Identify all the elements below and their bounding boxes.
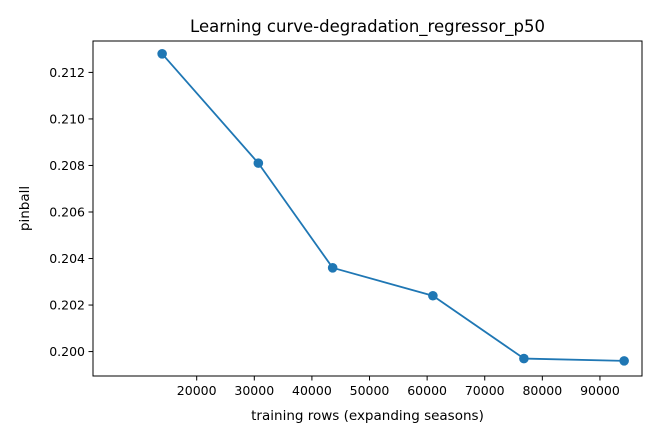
data-point — [327, 263, 338, 273]
y-tick-label: 0.206 — [49, 204, 85, 219]
data-point — [619, 356, 629, 366]
chart-title: Learning curve-degradation_regressor_p50 — [190, 17, 545, 37]
y-axis-label: pinball — [17, 186, 33, 231]
data-point — [157, 48, 167, 59]
y-tick-label: 0.212 — [49, 65, 85, 80]
x-axis-ticks: 20000 30000 40000 50000 60000 70000 80000 90000 — [177, 376, 620, 398]
data-point — [519, 353, 529, 364]
x-tick-label: 70000 — [465, 383, 505, 398]
y-tick-label: 0.210 — [49, 111, 85, 126]
y-tick-label: 0.204 — [49, 251, 85, 266]
plot-area — [93, 41, 642, 376]
data-point — [428, 290, 438, 301]
x-axis-label: training rows (expanding seasons) — [251, 408, 484, 424]
x-tick-label: 80000 — [522, 383, 562, 398]
x-tick-label: 20000 — [177, 383, 217, 398]
x-tick-label: 50000 — [350, 383, 390, 398]
plot-frame — [92, 40, 643, 377]
x-tick-label: 90000 — [580, 383, 620, 398]
plot-background — [93, 41, 642, 376]
series-line — [161, 52, 626, 362]
y-tick-label: 0.208 — [49, 158, 85, 173]
data-point — [253, 158, 264, 168]
x-tick-label: 60000 — [407, 383, 447, 398]
y-axis-ticks: 0.200 0.202 0.204 0.206 0.208 0.210 0.212 — [49, 65, 93, 359]
y-tick-label: 0.202 — [49, 298, 85, 313]
y-tick-label: 0.200 — [49, 344, 85, 359]
series-layer — [157, 48, 629, 366]
x-tick-label: 30000 — [234, 383, 274, 398]
x-tick-label: 40000 — [292, 383, 332, 398]
